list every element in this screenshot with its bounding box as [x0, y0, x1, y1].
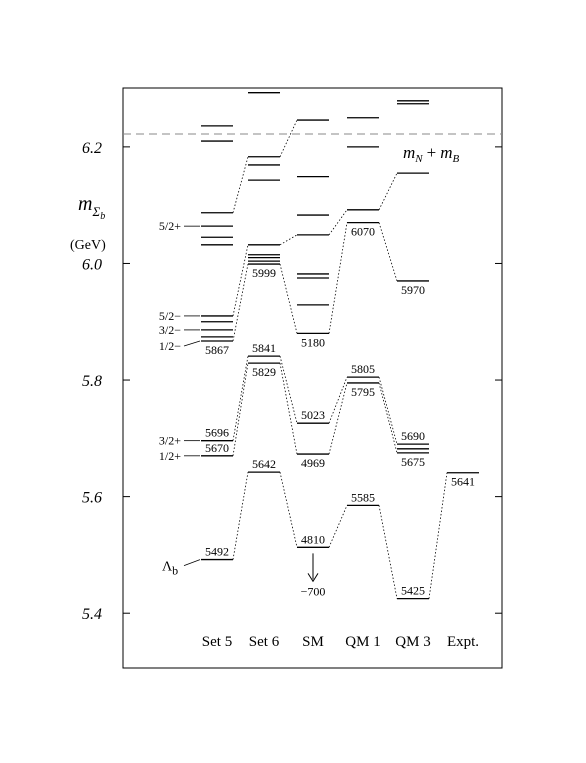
connector — [279, 363, 298, 455]
y-axis-unit: (GeV) — [70, 238, 106, 253]
arrow-head — [307, 573, 319, 583]
level-label: 5585 — [351, 490, 375, 504]
level-label: 5641 — [451, 475, 475, 489]
label-part: N — [414, 153, 423, 165]
category-label: Expt. — [447, 634, 479, 650]
level-label: 5492 — [205, 545, 229, 559]
connector — [279, 234, 298, 246]
level-label: 5425 — [401, 584, 425, 598]
connector — [279, 263, 298, 334]
level-label: 5180 — [301, 335, 325, 349]
category-label: Set 5 — [202, 634, 232, 650]
connector — [232, 244, 249, 317]
level-label: 5642 — [252, 457, 276, 471]
state-label: 5/2− — [159, 309, 181, 323]
level-label: 5841 — [252, 341, 276, 355]
connector — [328, 376, 348, 424]
label-part: m — [403, 143, 415, 162]
y-tick-label: 5.4 — [82, 606, 102, 623]
state-label: 3/2− — [159, 323, 181, 337]
connector — [378, 222, 398, 282]
category-label: QM 3 — [395, 634, 430, 650]
connector — [328, 222, 348, 334]
level-label: 4810 — [301, 532, 325, 546]
connector — [232, 156, 249, 213]
level-label: 4969 — [301, 456, 325, 470]
state-label-part: Λ — [162, 560, 173, 575]
annotation: −700 — [301, 584, 326, 598]
level-label: 5675 — [401, 455, 425, 469]
level-label: 5829 — [252, 365, 276, 379]
state-label: 5/2+ — [159, 219, 181, 233]
level-label: 5023 — [301, 408, 325, 422]
level-label: 5805 — [351, 362, 375, 376]
state-label-part: b — [172, 564, 178, 578]
connector — [378, 377, 398, 445]
connector — [378, 382, 398, 454]
connector — [232, 356, 249, 441]
connector — [328, 209, 348, 236]
y-tick-label: 6.0 — [82, 256, 102, 273]
connector — [428, 472, 448, 599]
y-tick-label: 5.6 — [82, 490, 102, 507]
connector — [328, 382, 348, 455]
ylabel-subsub: b — [100, 211, 105, 222]
level-label: 5690 — [401, 429, 425, 443]
ylabel-sub: Σ — [91, 204, 100, 219]
connector — [232, 363, 249, 456]
connector — [378, 172, 398, 211]
y-tick-label: 5.8 — [82, 373, 102, 390]
category-label: SM — [302, 634, 324, 650]
state-label: Λb — [162, 560, 178, 578]
label-part: B — [453, 153, 460, 165]
threshold-label: mN + mB — [403, 143, 460, 165]
state-label: 1/2+ — [159, 449, 181, 463]
state-label: 1/2− — [159, 339, 181, 353]
connector — [232, 263, 249, 342]
connector — [279, 356, 298, 424]
y-axis-label: mΣb — [78, 193, 105, 222]
level-label: 5696 — [205, 426, 229, 440]
connector — [378, 505, 398, 599]
y-tick-label: 6.2 — [82, 140, 102, 157]
label-part: m — [440, 143, 452, 162]
category-label: Set 6 — [249, 634, 280, 650]
frame — [122, 87, 503, 669]
connector — [279, 119, 298, 157]
label-part: + — [427, 143, 437, 162]
leader — [183, 559, 201, 566]
category-label: QM 1 — [345, 634, 380, 650]
level-label: 5795 — [351, 385, 375, 399]
level-label: 5867 — [205, 343, 229, 357]
level-label: 5670 — [205, 441, 229, 455]
connector — [328, 505, 348, 548]
ylabel-symbol: m — [78, 193, 92, 215]
level-label: 6070 — [351, 225, 375, 239]
level-label: 5970 — [401, 283, 425, 297]
leader — [183, 340, 201, 347]
connector — [279, 472, 298, 548]
state-label: 3/2+ — [159, 434, 181, 448]
level-label: 5999 — [252, 266, 276, 280]
connector — [232, 472, 249, 560]
